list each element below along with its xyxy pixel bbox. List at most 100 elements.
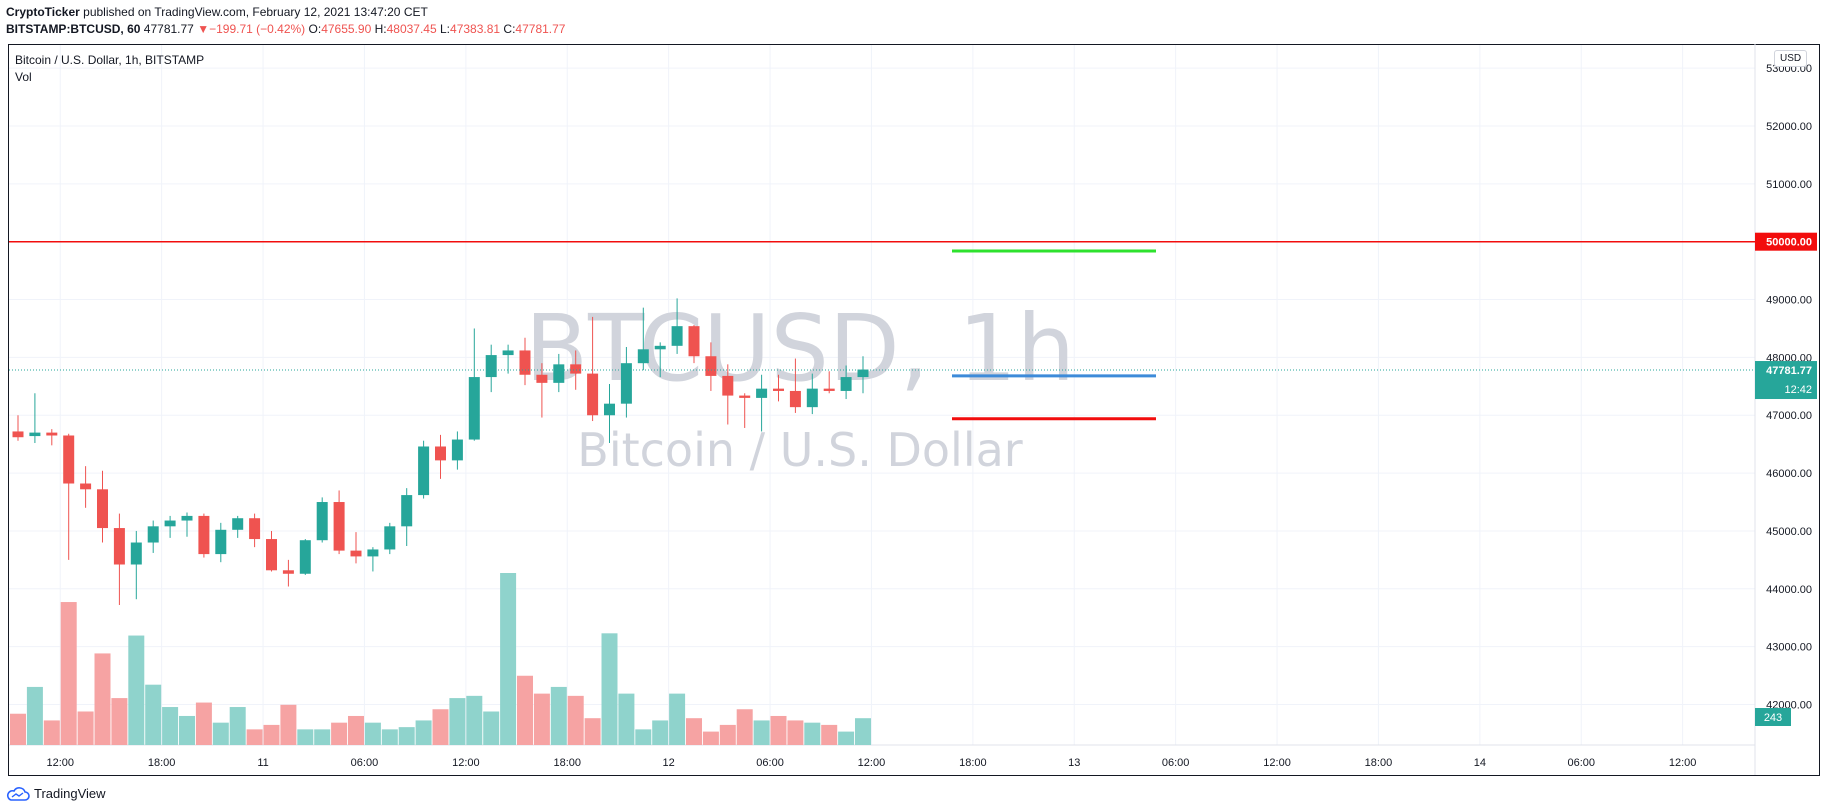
candle-body <box>198 515 210 555</box>
down-arrow-icon: ▼ <box>197 22 210 36</box>
level-price-label: 50000.00 <box>1766 237 1812 249</box>
volume-bar <box>838 731 855 745</box>
volume-bar <box>652 720 669 745</box>
volume-bar <box>398 727 415 745</box>
volume-bar <box>364 722 381 745</box>
volume-bar <box>162 707 179 745</box>
volume-bar <box>669 693 686 745</box>
candle-body <box>739 395 751 398</box>
currency-button[interactable]: USD <box>1774 50 1808 67</box>
countdown-label: 12:42 <box>1784 384 1812 396</box>
volume-legend[interactable]: Vol <box>15 70 32 84</box>
volume-bar <box>432 709 449 745</box>
volume-bar <box>449 698 466 745</box>
close-label: C: <box>503 22 516 36</box>
candle-body <box>29 432 41 437</box>
candle-body <box>130 542 142 565</box>
x-tick-label: 12:00 <box>1669 757 1697 769</box>
symbol-label: BITSTAMP:BTCUSD, 60 <box>6 22 141 36</box>
ohlc-line: BITSTAMP:BTCUSD, 60 47781.77 ▼−199.71 (−… <box>6 22 565 36</box>
volume-bar <box>686 718 702 745</box>
candle-body <box>316 502 328 541</box>
publisher-line: CryptoTicker published on TradingView.co… <box>6 5 428 19</box>
low-label: L: <box>440 22 451 36</box>
publisher-name[interactable]: CryptoTicker <box>6 5 80 19</box>
candle-body <box>418 446 430 496</box>
volume-bar <box>26 686 43 745</box>
y-tick-label: 49000.00 <box>1766 295 1812 307</box>
volume-bar <box>246 729 263 745</box>
cloud-logo-icon <box>7 786 30 801</box>
candle-body <box>468 377 480 440</box>
watermark-symbol: BTCUSD, 1h <box>525 295 1075 402</box>
candle-body <box>536 374 548 383</box>
candle-body <box>113 528 125 565</box>
volume-bar <box>483 711 500 745</box>
candle-body <box>266 539 277 571</box>
volume-bar <box>179 715 195 745</box>
candle-body <box>384 526 396 550</box>
x-tick-label: 18:00 <box>148 757 176 769</box>
volume-bar <box>601 633 618 745</box>
candle-body <box>164 520 176 527</box>
x-tick-label: 12:00 <box>452 757 480 769</box>
candle-body <box>705 356 717 376</box>
candle-body <box>63 435 75 484</box>
candle-body <box>604 403 615 416</box>
x-tick-label: 12:00 <box>46 757 74 769</box>
series-legend[interactable]: Bitcoin / U.S. Dollar, 1h, BITSTAMP <box>15 53 205 67</box>
volume-bar <box>804 722 821 745</box>
volume-bar <box>195 702 212 745</box>
y-tick-label: 46000.00 <box>1766 468 1812 480</box>
candle-body <box>485 355 497 378</box>
candle-body <box>350 550 362 557</box>
candle-body <box>570 364 582 374</box>
volume-bar <box>736 709 753 745</box>
candle-body <box>181 515 193 521</box>
candle-body <box>249 518 261 540</box>
watermark-name: Bitcoin / U.S. Dollar <box>577 423 1023 477</box>
x-tick-label: 18:00 <box>553 757 581 769</box>
volume-bar <box>229 707 246 745</box>
volume-tag <box>1755 708 1791 726</box>
volume-value-label: 243 <box>1764 712 1782 724</box>
volume-bar <box>297 729 314 745</box>
x-tick-label: 06:00 <box>1567 757 1595 769</box>
candle-body <box>147 526 159 543</box>
volume-bar <box>517 675 533 745</box>
volume-bar <box>415 720 432 745</box>
candle-body <box>553 364 565 383</box>
volume-bar <box>128 635 145 745</box>
volume-bar <box>60 602 77 745</box>
candle-body <box>282 570 294 574</box>
chart-frame <box>8 44 1820 776</box>
candle-body <box>587 373 599 416</box>
volume-bar <box>145 684 162 745</box>
volume-bar <box>77 711 94 745</box>
volume-bar <box>10 713 26 745</box>
candle-body <box>215 529 227 555</box>
tradingview-footer[interactable]: TradingView <box>6 786 106 801</box>
y-tick-label: 43000.00 <box>1766 642 1812 654</box>
volume-bar <box>280 704 297 745</box>
volume-bar <box>212 722 229 745</box>
candle-body <box>806 388 818 408</box>
volume-bar <box>787 720 804 745</box>
y-tick-label: 45000.00 <box>1766 526 1812 538</box>
candle-body <box>12 431 24 438</box>
y-tick-label: 51000.00 <box>1766 179 1812 191</box>
x-tick-label: 12:00 <box>1263 757 1291 769</box>
volume-bar <box>466 695 483 745</box>
candle-body <box>671 326 683 346</box>
volume-bar <box>618 693 635 745</box>
x-tick-label: 18:00 <box>959 757 987 769</box>
open-label: O: <box>308 22 322 36</box>
high-label: H: <box>374 22 387 36</box>
volume-bar <box>533 693 550 745</box>
candle-body <box>451 439 463 461</box>
volume-bar <box>43 720 60 745</box>
x-tick-label: 06:00 <box>1162 757 1190 769</box>
volume-bar <box>753 720 770 745</box>
candle-body <box>722 375 734 396</box>
